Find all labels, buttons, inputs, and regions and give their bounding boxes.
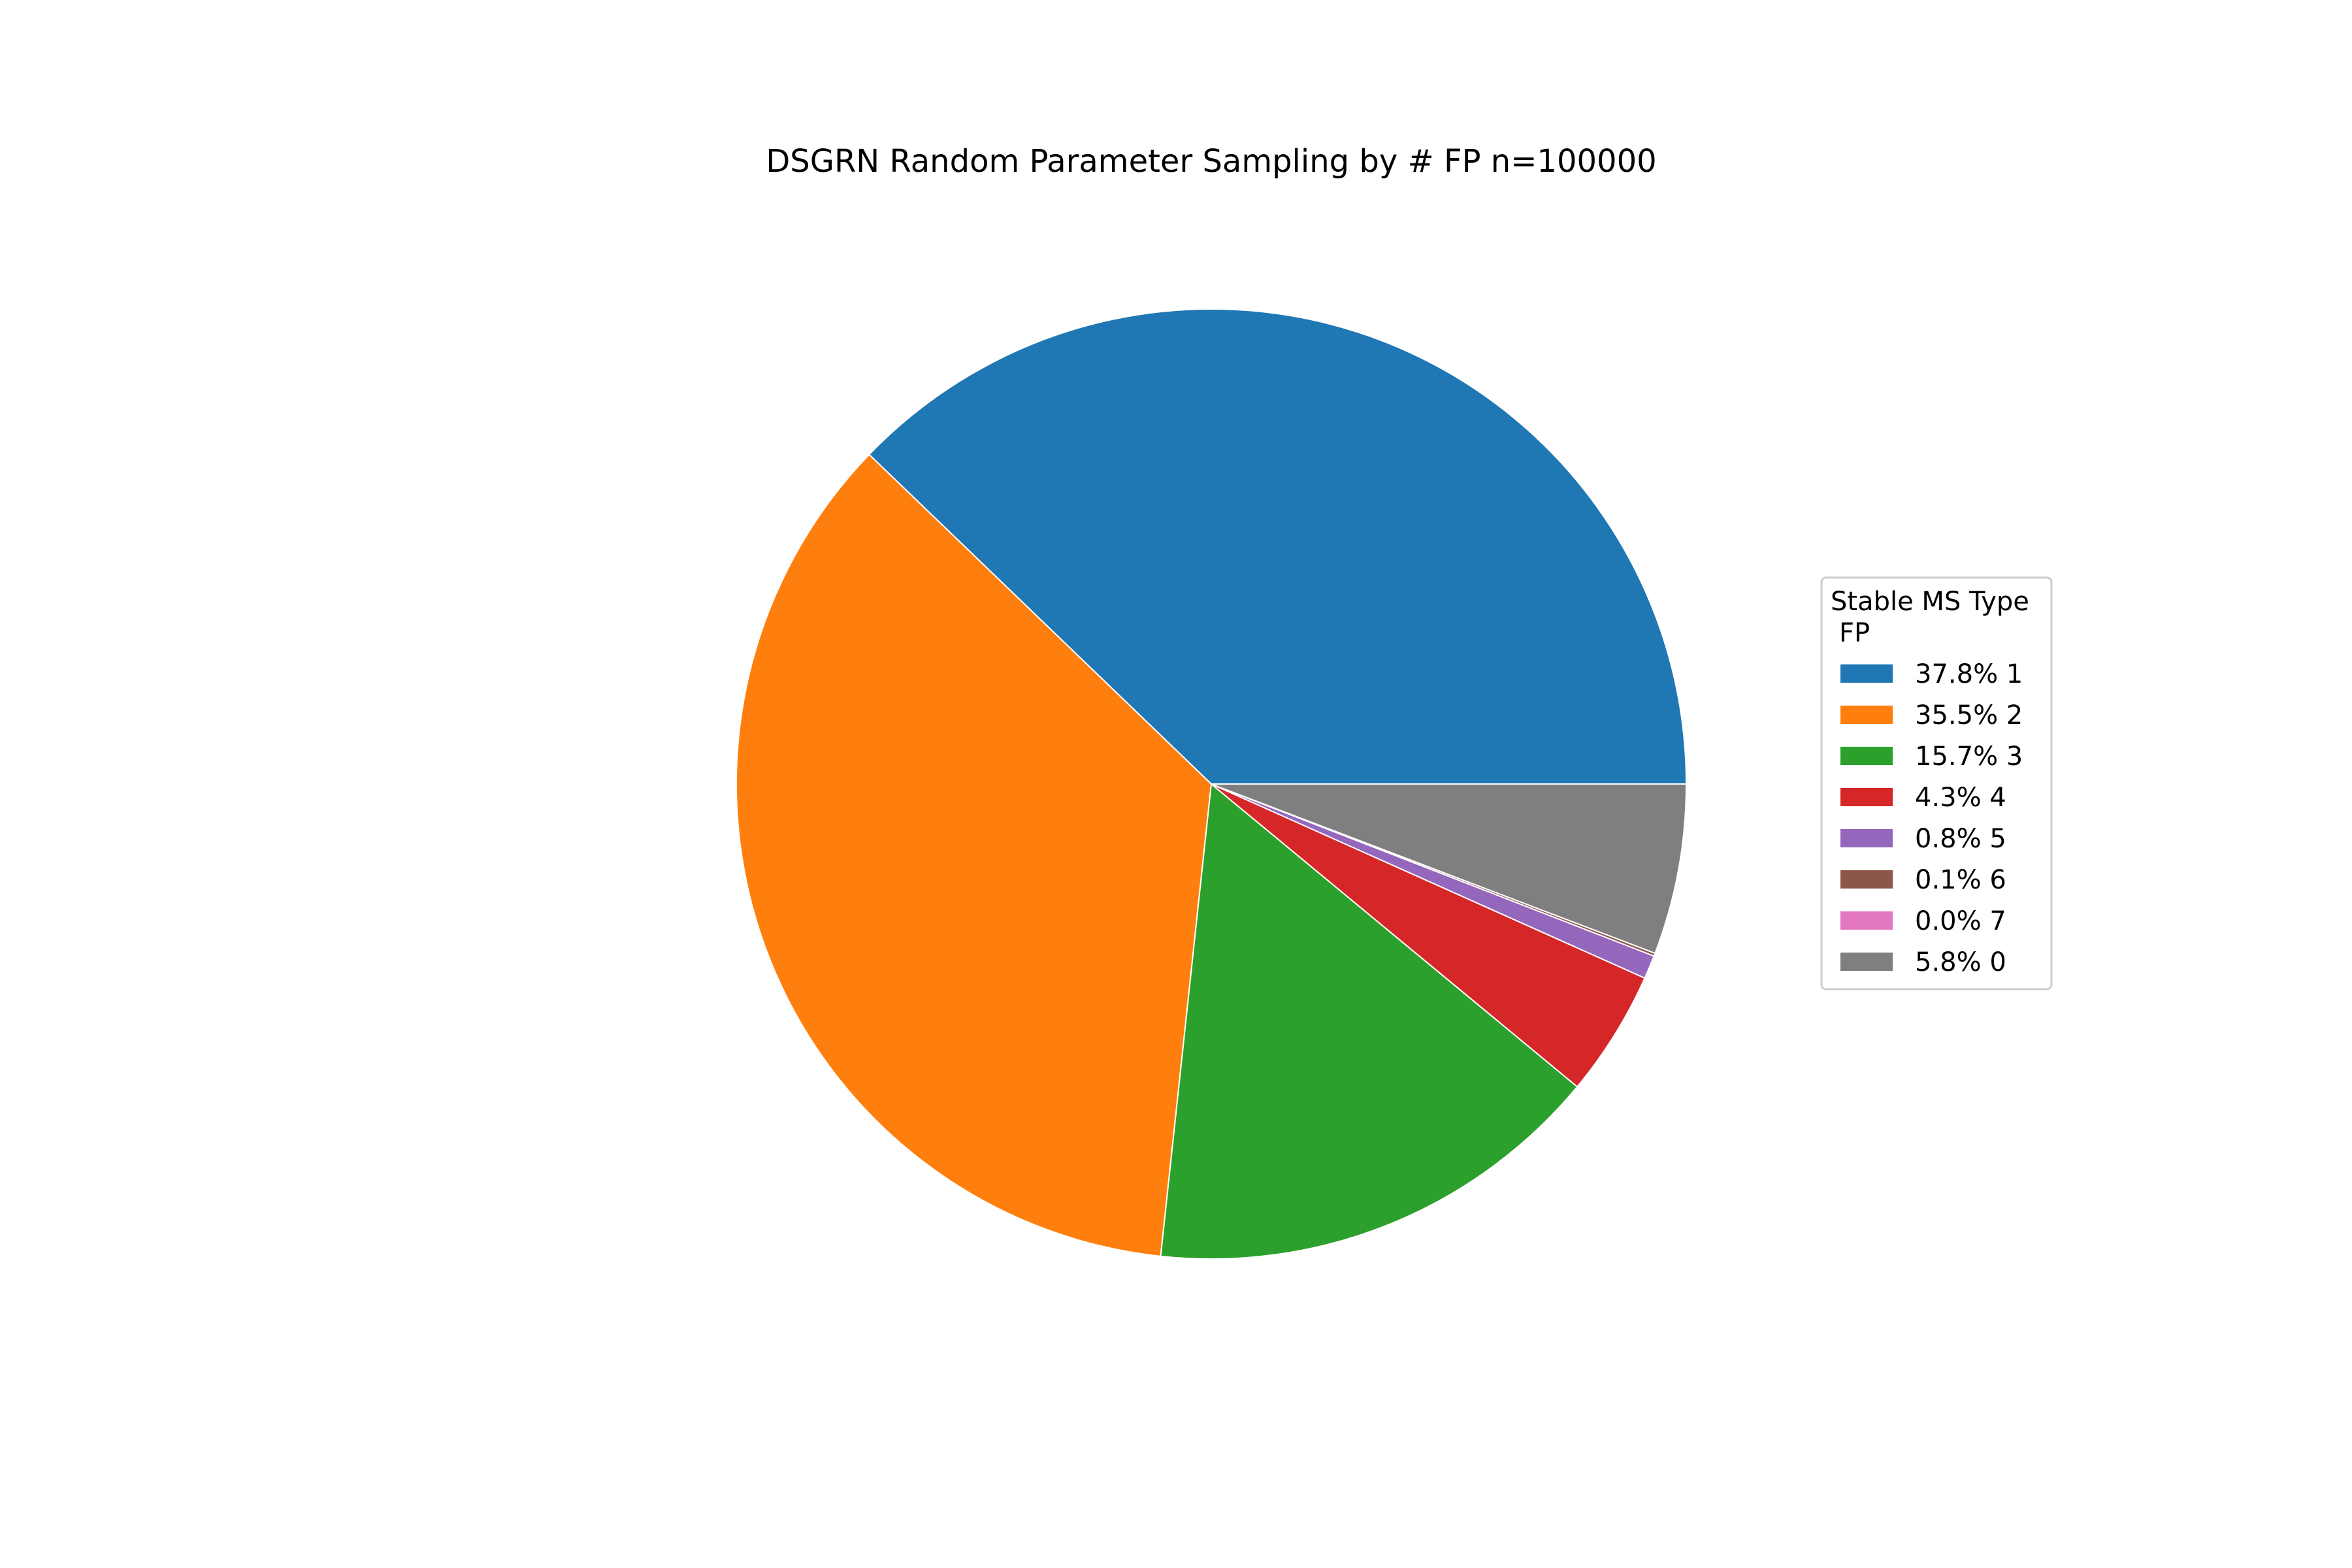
legend-label-4: 0.8% 5 — [1915, 824, 2006, 854]
legend-swatch-2 — [1840, 747, 1893, 765]
legend-label-2: 15.7% 3 — [1915, 742, 2023, 772]
legend-title-line-2: FP — [1839, 618, 1870, 648]
pie-slice-3 — [1211, 783, 1646, 1088]
legend-label-3: 4.3% 4 — [1915, 783, 2006, 813]
legend-swatch-0 — [1840, 664, 1893, 683]
legend-swatch-3 — [1840, 788, 1893, 806]
legend-swatch-1 — [1840, 706, 1893, 724]
legend-label-0: 37.8% 1 — [1915, 659, 2023, 689]
legend-title-line-1: Stable MS Type — [1831, 587, 2029, 617]
legend-label-1: 35.5% 2 — [1915, 700, 2023, 730]
legend-label-7: 5.8% 0 — [1915, 947, 2006, 977]
pie-slice-1 — [736, 453, 1212, 1257]
legend: Stable MS Type FP 37.8% 1 35.5% 2 15.7% 3 4… — [1820, 576, 2053, 990]
pie-wedges — [736, 308, 1687, 1260]
pie-slice-0 — [868, 308, 1687, 785]
pie-slice-7 — [1211, 783, 1687, 955]
legend-label-6: 0.0% 7 — [1915, 906, 2006, 936]
legend-swatch-4 — [1840, 829, 1893, 847]
pie-slice-2 — [1160, 783, 1578, 1260]
legend-entries: 37.8% 1 35.5% 2 15.7% 3 4.3% 4 0.8% 5 0.1% 6 0… — [1840, 659, 2023, 977]
legend-swatch-5 — [1840, 870, 1893, 889]
chart-title: DSGRN Random Parameter Sampling by # FP … — [766, 143, 1656, 180]
legend-label-5: 0.1% 6 — [1915, 865, 2006, 895]
legend-swatch-6 — [1840, 911, 1893, 930]
legend-swatch-7 — [1840, 953, 1893, 971]
